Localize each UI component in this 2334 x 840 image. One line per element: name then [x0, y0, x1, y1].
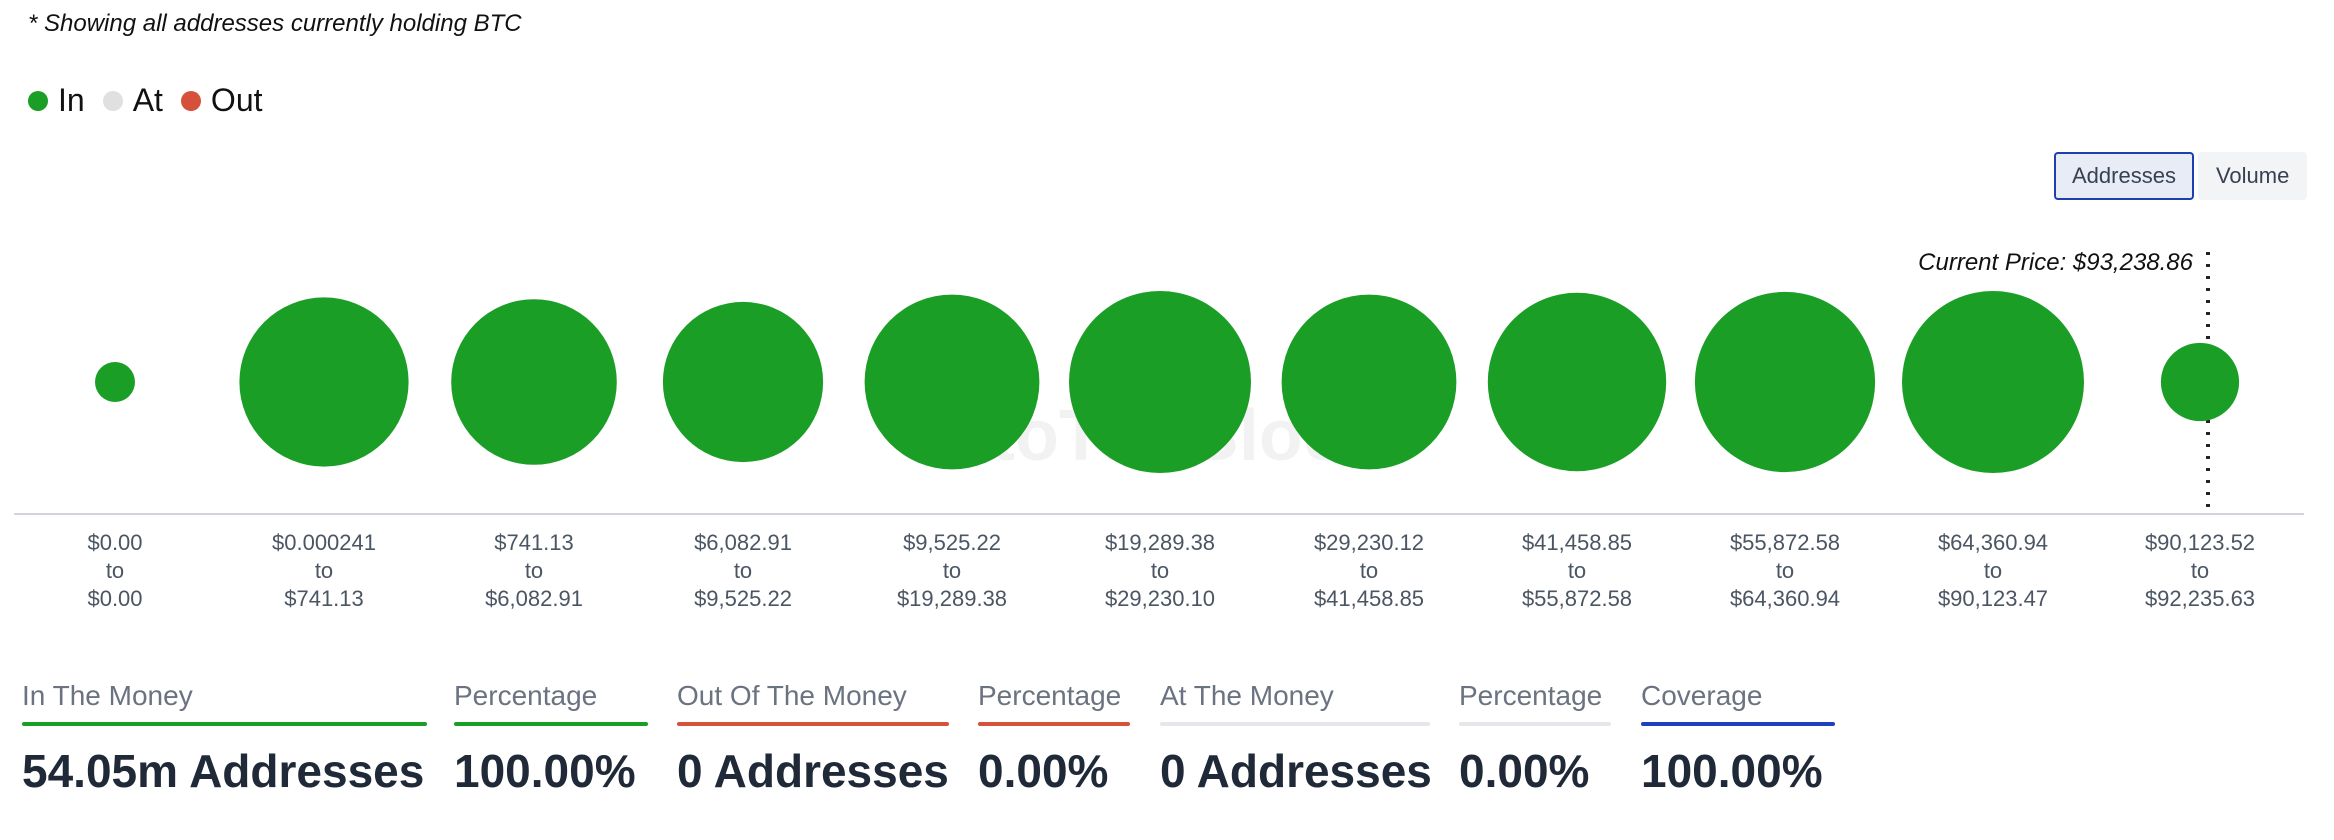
x-axis-labels: $0.00 to $0.00 $0.000241 to $741.13 $741.13 to $… — [87, 530, 2255, 611]
stat-1: In The Money 54.05m Addresses — [22, 676, 427, 798]
range-label-11-low: $90,123.52 — [2145, 530, 2255, 555]
stat-2: Percentage 100.00% — [454, 676, 648, 798]
stat-underline — [677, 722, 949, 726]
bubble-5[interactable] — [864, 294, 1040, 470]
range-label-8-to: to — [1568, 558, 1586, 583]
stat-5: At The Money 0 Addresses — [1160, 676, 1432, 798]
stat-underline — [454, 722, 648, 726]
out-dot-icon — [180, 90, 201, 111]
bubble-11[interactable] — [2160, 342, 2240, 422]
range-label-1-high: $0.00 — [87, 586, 142, 611]
range-label-7-high: $41,458.85 — [1314, 586, 1424, 611]
range-label-11-to: to — [2191, 558, 2209, 583]
range-label-8-high: $55,872.58 — [1522, 586, 1632, 611]
view-toggle: Addresses Volume — [2054, 152, 2308, 200]
stat-value: 0.00% — [1459, 745, 1590, 797]
chart-note: * Showing all addresses currently holdin… — [28, 10, 522, 37]
volume-toggle-button[interactable]: Volume — [2197, 152, 2308, 200]
range-label-10-to: to — [1984, 558, 2002, 583]
range-label-11-high: $92,235.63 — [2145, 586, 2255, 611]
range-label-3-low: $741.13 — [494, 530, 574, 555]
bubble-9[interactable] — [1694, 291, 1876, 473]
at-dot-icon — [102, 90, 123, 111]
range-label-9-low: $55,872.58 — [1730, 530, 1840, 555]
range-label-10-high: $90,123.47 — [1938, 586, 2048, 611]
range-label-4-to: to — [734, 558, 752, 583]
stat-value: 0 Addresses — [677, 745, 949, 797]
stat-label: In The Money — [22, 680, 193, 711]
stat-4: Percentage 0.00% — [978, 676, 1130, 798]
stat-value: 100.00% — [454, 745, 636, 797]
legend-item-out[interactable]: Out — [180, 82, 263, 119]
bubble-4[interactable] — [662, 301, 824, 463]
stat-label: Percentage — [454, 680, 598, 711]
range-label-9-to: to — [1776, 558, 1794, 583]
range-label-6-high: $29,230.10 — [1105, 586, 1215, 611]
stat-label: Coverage — [1641, 680, 1763, 711]
legend-label-at: At — [132, 82, 163, 118]
stat-label: Percentage — [1459, 680, 1603, 711]
bubbles-group — [95, 291, 2240, 473]
stat-underline — [1160, 722, 1430, 726]
stat-label: Percentage — [978, 680, 1122, 711]
stat-label: At The Money — [1160, 680, 1334, 711]
range-label-2-to: to — [315, 558, 333, 583]
range-label-3-high: $6,082.91 — [485, 586, 583, 611]
legend-label-out: Out — [210, 82, 263, 118]
stat-6: Percentage 0.00% — [1459, 676, 1611, 798]
bubble-8[interactable] — [1487, 292, 1667, 472]
stat-underline — [1641, 722, 1835, 726]
stat-value: 100.00% — [1641, 745, 1823, 797]
range-label-1-low: $0.00 — [87, 530, 142, 555]
stat-value: 0 Addresses — [1160, 745, 1432, 797]
bubble-2[interactable] — [239, 297, 409, 467]
legend-item-in[interactable]: In — [28, 82, 85, 119]
stat-underline — [978, 722, 1130, 726]
range-label-6-to: to — [1151, 558, 1169, 583]
legend-item-at[interactable]: At — [102, 82, 163, 119]
stat-value: 54.05m Addresses — [22, 745, 425, 797]
range-label-10-low: $64,360.94 — [1938, 530, 2048, 555]
bubble-6[interactable] — [1069, 291, 1251, 473]
stat-label: Out Of The Money — [677, 680, 907, 711]
legend: In At Out — [28, 82, 263, 119]
bubble-10[interactable] — [1902, 291, 2084, 473]
range-label-2-low: $0.000241 — [272, 530, 376, 555]
range-label-6-low: $19,289.38 — [1105, 530, 1215, 555]
range-label-5-high: $19,289.38 — [897, 586, 1007, 611]
range-label-8-low: $41,458.85 — [1522, 530, 1632, 555]
stats-row: In The Money 54.05m Addresses Percentage 10… — [0, 676, 2334, 816]
range-label-3-to: to — [525, 558, 543, 583]
range-label-9-high: $64,360.94 — [1730, 586, 1840, 611]
stat-underline — [1459, 722, 1611, 726]
current-price-label: Current Price: $93,238.86 — [1918, 249, 2193, 276]
range-label-7-to: to — [1360, 558, 1378, 583]
stat-3: Out Of The Money 0 Addresses — [677, 676, 949, 798]
bubble-3[interactable] — [451, 299, 617, 465]
range-label-5-to: to — [943, 558, 961, 583]
bubble-1[interactable] — [95, 362, 135, 402]
legend-label-in: In — [58, 82, 85, 118]
range-label-4-low: $6,082.91 — [694, 530, 792, 555]
addresses-toggle-button[interactable]: Addresses — [2054, 152, 2194, 200]
bubble-chart: IntoTheBlock Current Price: $93,238.86 $… — [14, 249, 2304, 611]
in-dot-icon — [28, 90, 48, 111]
range-label-1-to: to — [106, 558, 124, 583]
stat-value: 0.00% — [978, 745, 1109, 797]
stat-7: Coverage 100.00% — [1641, 676, 1835, 798]
range-label-4-high: $9,525.22 — [694, 586, 792, 611]
range-label-5-low: $9,525.22 — [903, 530, 1001, 555]
range-label-2-high: $741.13 — [284, 586, 364, 611]
bubble-7[interactable] — [1281, 294, 1457, 470]
range-label-7-low: $29,230.12 — [1314, 530, 1424, 555]
stat-underline — [22, 722, 427, 726]
